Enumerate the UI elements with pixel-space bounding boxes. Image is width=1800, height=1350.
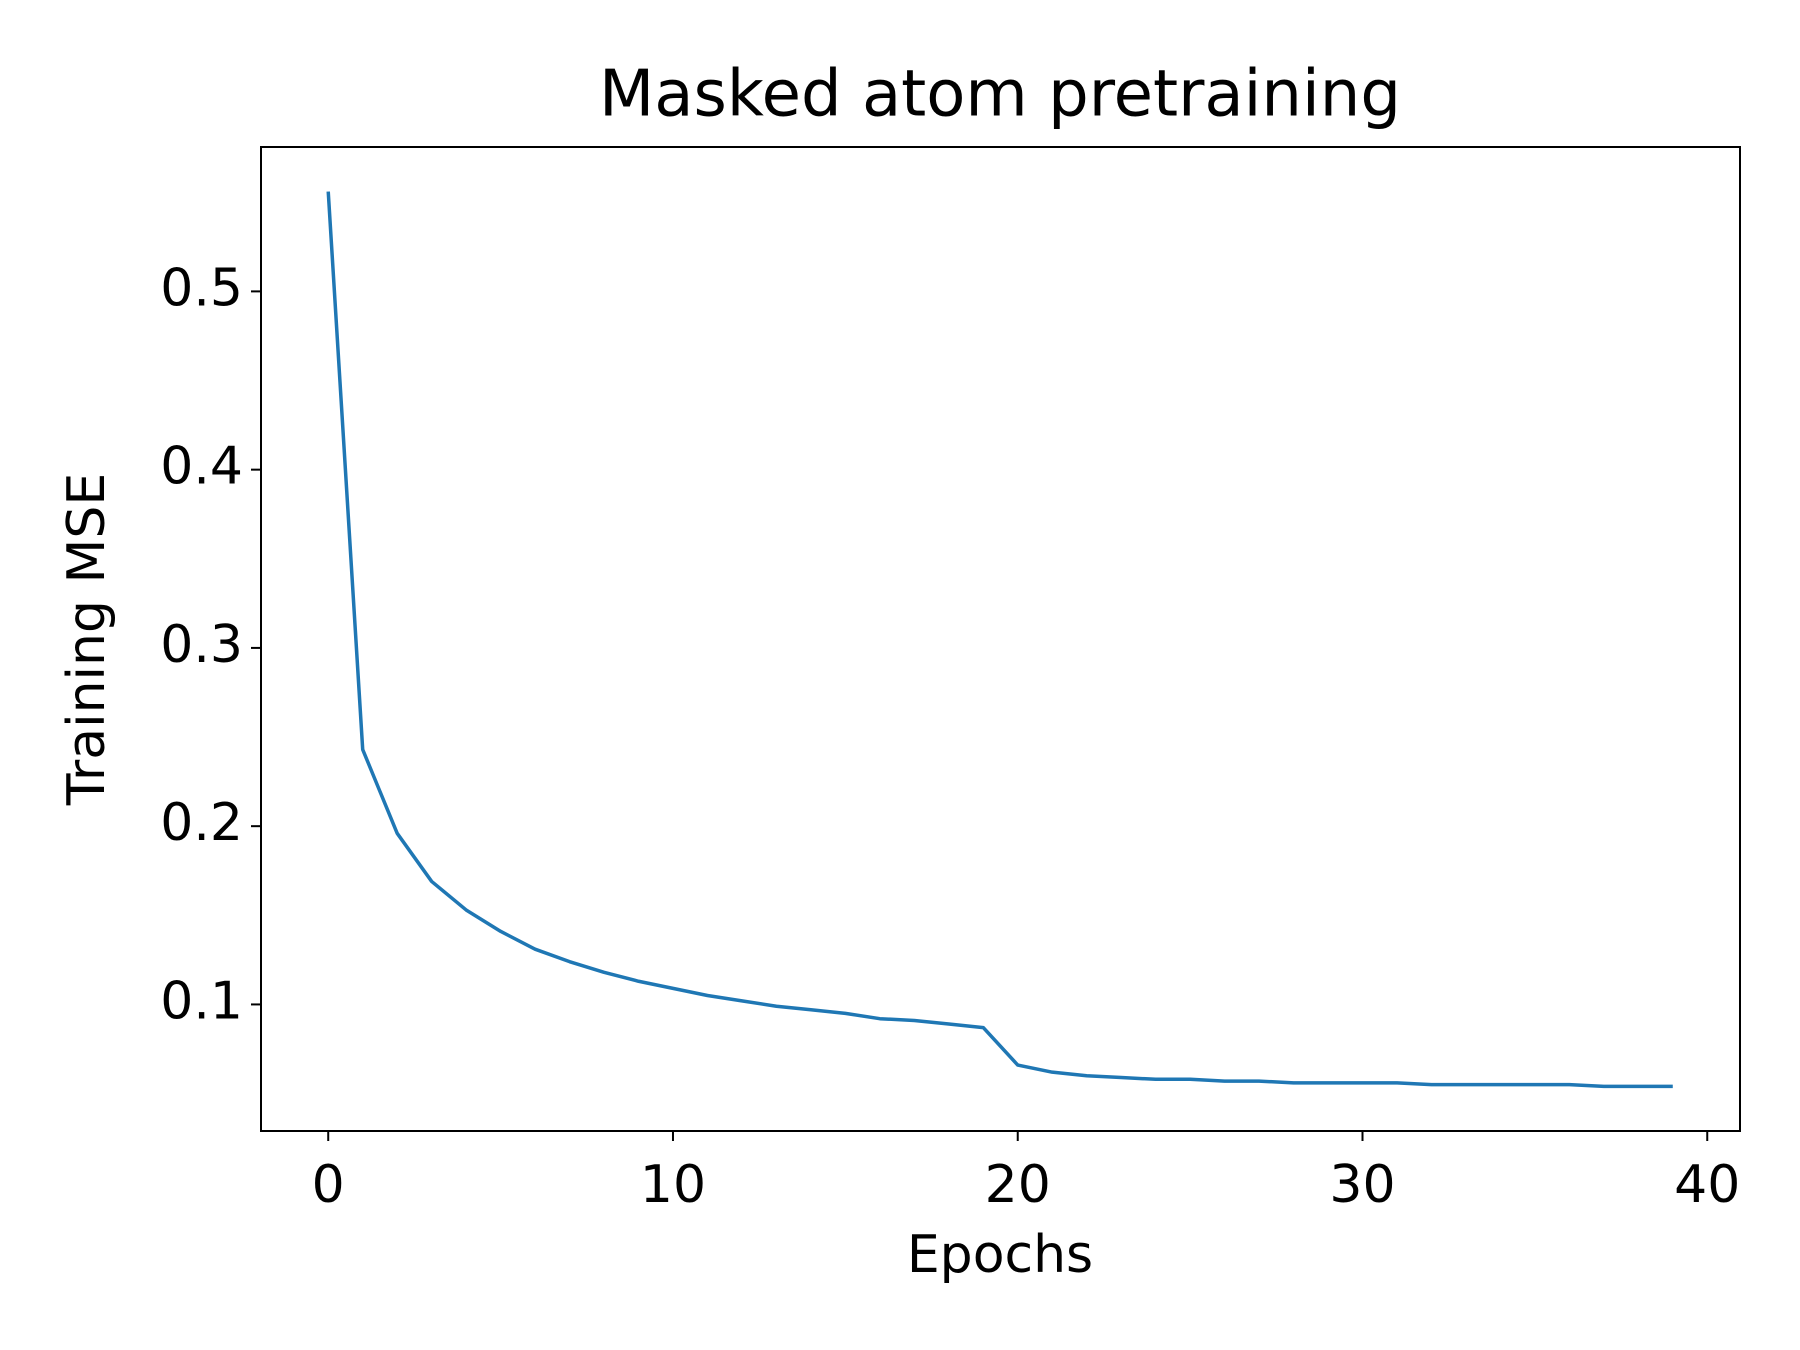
y-tick-label: 0.3 [160,615,243,675]
x-tick-label: 40 [1674,1155,1740,1215]
x-tick-label: 10 [640,1155,706,1215]
y-tick-label: 0.5 [160,258,243,318]
y-tick-label: 0.2 [160,793,243,853]
y-tick-label: 0.4 [160,437,243,497]
y-axis-label: Training MSE [57,473,117,806]
x-tick-label: 20 [985,1155,1051,1215]
line-series [326,191,1673,1089]
x-axis-label: Epochs [907,1225,1093,1285]
x-tick-label: 30 [1329,1155,1395,1215]
x-tick-label: 0 [312,1155,345,1215]
y-tick-label: 0.1 [160,971,243,1031]
chart-title: Masked atom pretraining [599,58,1401,132]
axes-frame [260,146,1741,1132]
